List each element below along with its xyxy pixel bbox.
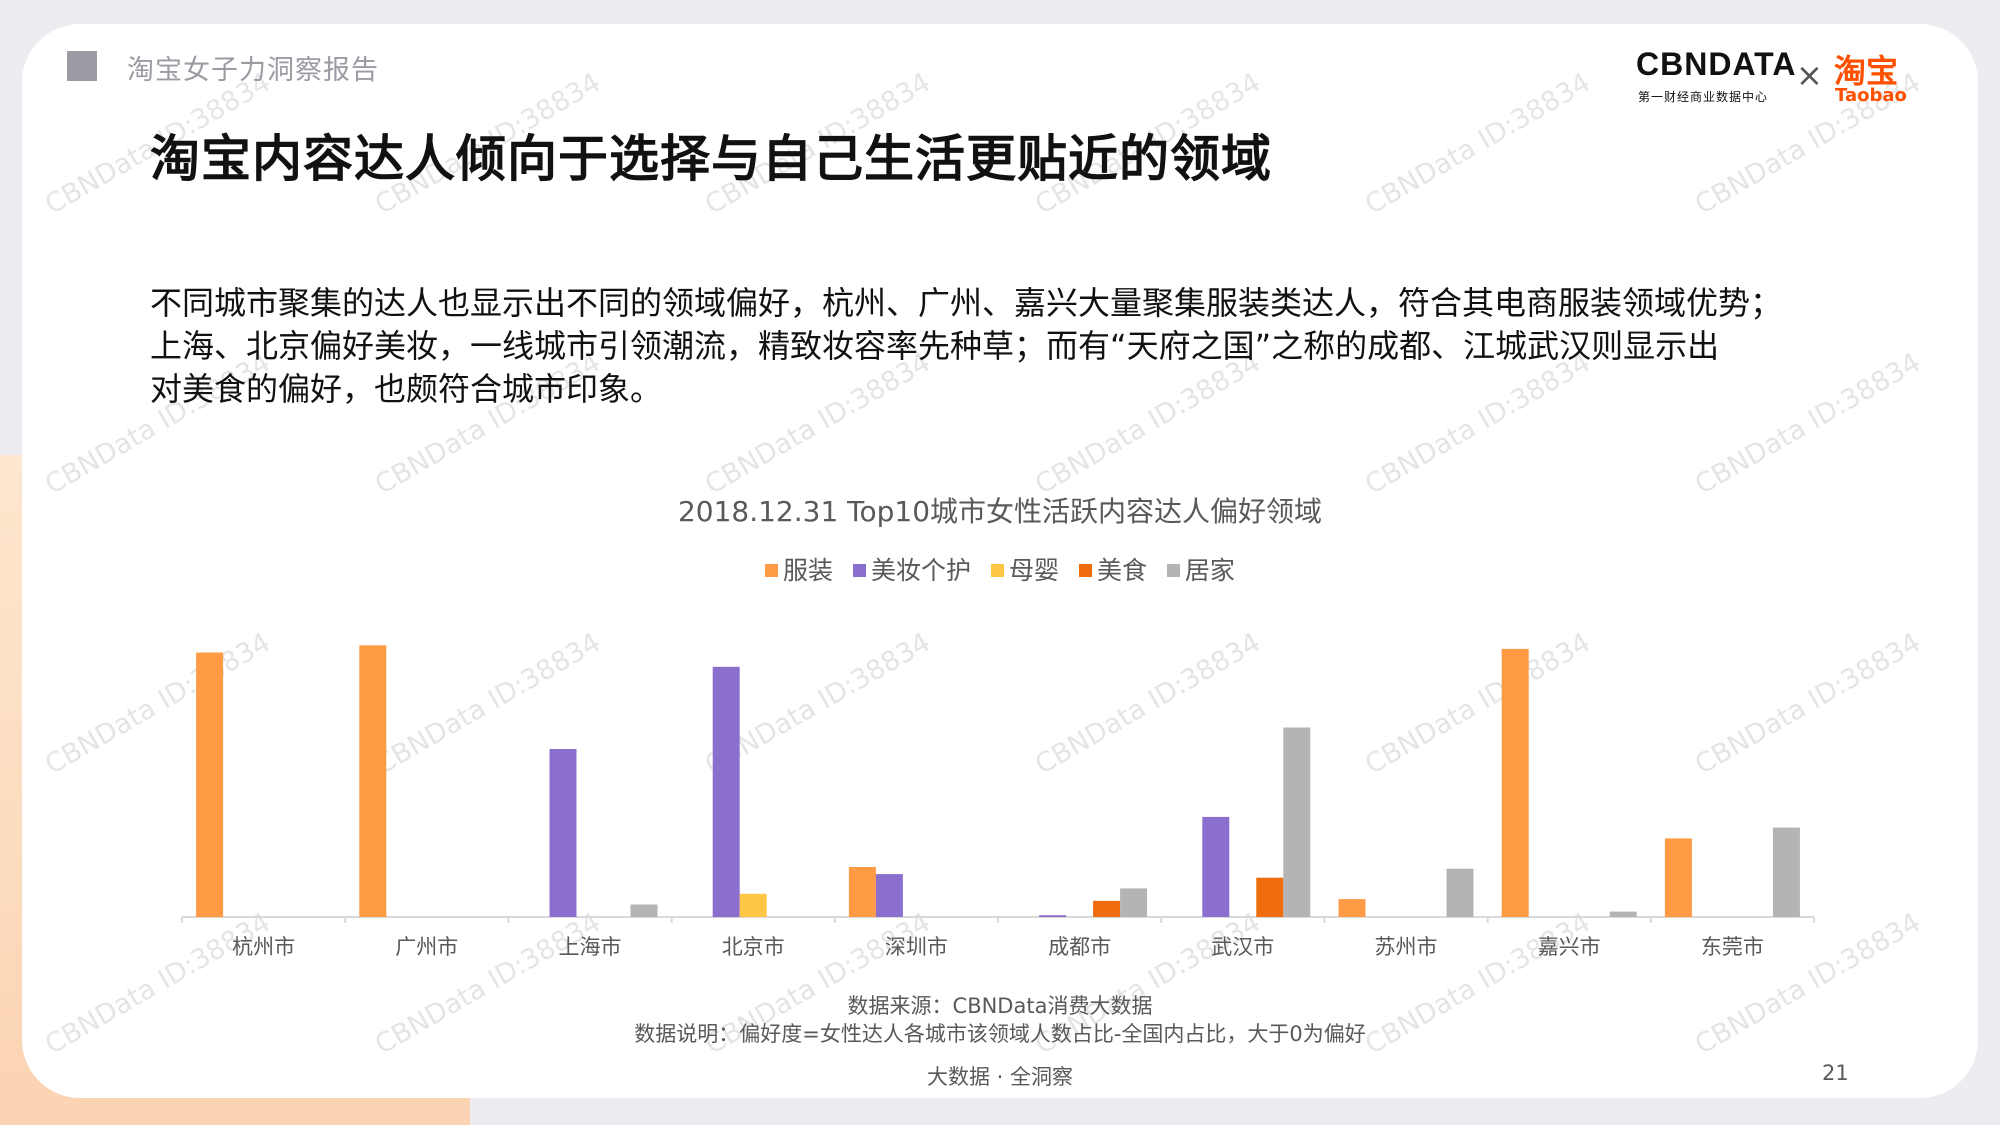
description-line-2: 上海、北京偏好美妆，一线城市引领潮流，精致妆容率先种草；而有“天府之国”之称的成…: [150, 327, 1720, 365]
bar-居家-武汉市: [1283, 727, 1311, 917]
legend-label-home: 居家: [1184, 556, 1235, 585]
x-tick-label: 上海市: [559, 935, 622, 959]
taobao-logo: 淘宝: [1834, 52, 1899, 90]
legend-label-beauty: 美妆个护: [871, 556, 972, 585]
bar-母婴-北京市: [739, 893, 767, 917]
report-name: 淘宝女子力洞察报告: [127, 55, 379, 86]
x-tick-label: 成都市: [1048, 935, 1111, 959]
bar-服装-苏州市: [1338, 899, 1366, 917]
bar-服装-杭州市: [196, 652, 224, 918]
times-icon: ×: [1796, 56, 1823, 94]
bar-服装-广州市: [359, 645, 387, 917]
cbndata-subtitle: 第一财经商业数据中心: [1638, 90, 1769, 104]
bar-美食-武汉市: [1256, 877, 1284, 917]
bar-美妆个护-成都市: [1039, 915, 1067, 917]
x-tick-label: 东莞市: [1701, 935, 1764, 959]
x-tick-label: 深圳市: [885, 935, 948, 959]
x-tick-label: 嘉兴市: [1538, 935, 1601, 959]
legend-swatch-beauty: [853, 564, 867, 577]
bar-居家-苏州市: [1446, 868, 1474, 917]
legend-label-baby: 母婴: [1008, 556, 1059, 585]
legend-item-clothing: 服装: [765, 551, 833, 587]
chart-title: 2018.12.31 Top10城市女性活跃内容达人偏好领域: [677, 495, 1323, 528]
bar-美食-成都市: [1093, 900, 1121, 917]
legend-item-beauty: 美妆个护: [853, 551, 971, 587]
bar-美妆个护-深圳市: [875, 874, 903, 917]
x-tick-label: 北京市: [722, 935, 785, 959]
cbndata-logo: CBNDATA: [1636, 46, 1797, 82]
x-tick-label: 武汉市: [1211, 935, 1274, 959]
bar-居家-上海市: [630, 904, 658, 917]
legend-swatch-home: [1166, 564, 1180, 577]
slide-card: CBNData ID:38834 CBNData ID:38834 CBNData …: [22, 24, 1978, 1098]
chart-legend: 服装 美妆个护 母婴 美食 居家: [22, 551, 1978, 587]
legend-item-home: 居家: [1166, 551, 1235, 587]
bar-居家-嘉兴市: [1609, 911, 1637, 917]
bar-chart: 杭州市 广州市 上海市 北京市 深圳市 成都市 武汉市 苏州市 嘉兴市 东莞市: [181, 645, 1815, 959]
taobao-logo-en: Taobao: [1835, 85, 1907, 106]
bar-美妆个护-上海市: [549, 749, 577, 917]
bar-服装-深圳市: [848, 867, 876, 917]
legend-label-clothing: 服装: [783, 556, 834, 585]
bar-居家-东莞市: [1772, 827, 1800, 917]
legend-item-baby: 母婴: [990, 551, 1059, 587]
x-tick-label: 苏州市: [1375, 935, 1438, 959]
x-tick-label: 杭州市: [232, 935, 295, 959]
bar-服装-东莞市: [1664, 838, 1692, 918]
data-note: 数据说明：偏好度=女性达人各城市该领域人数占比-全国内占比，大于0为偏好: [634, 1022, 1366, 1046]
legend-swatch-food: [1078, 564, 1092, 577]
data-source: 数据来源：CBNData消费大数据: [847, 994, 1153, 1018]
bar-居家-成都市: [1120, 888, 1148, 917]
page-number: 21: [1822, 1061, 1849, 1085]
description-line-1: 不同城市聚集的达人也显示出不同的领域偏好，杭州、广州、嘉兴大量聚集服装类达人，符…: [150, 284, 1783, 322]
bar-美妆个护-北京市: [712, 666, 740, 918]
header-square-icon: [67, 51, 97, 81]
legend-swatch-baby: [990, 564, 1004, 577]
legend-swatch-clothing: [765, 564, 779, 577]
bar-服装-嘉兴市: [1501, 648, 1529, 917]
legend-label-food: 美食: [1096, 556, 1147, 585]
legend-item-food: 美食: [1078, 551, 1147, 587]
brand-logos: CBNDATA 第一财经商业数据中心 × 淘宝 Taobao: [1636, 46, 1936, 106]
description-line-3: 对美食的偏好，也颇符合城市印象。: [150, 370, 663, 408]
bar-美妆个护-武汉市: [1202, 816, 1230, 917]
footer-tagline: 大数据 · 全洞察: [926, 1065, 1074, 1089]
x-tick-label: 广州市: [395, 935, 458, 959]
page-title: 淘宝内容达人倾向于选择与自己生活更贴近的领域: [150, 130, 1272, 188]
description-paragraph: 不同城市聚集的达人也显示出不同的领域偏好，杭州、广州、嘉兴大量聚集服装类达人，符…: [150, 282, 1930, 411]
